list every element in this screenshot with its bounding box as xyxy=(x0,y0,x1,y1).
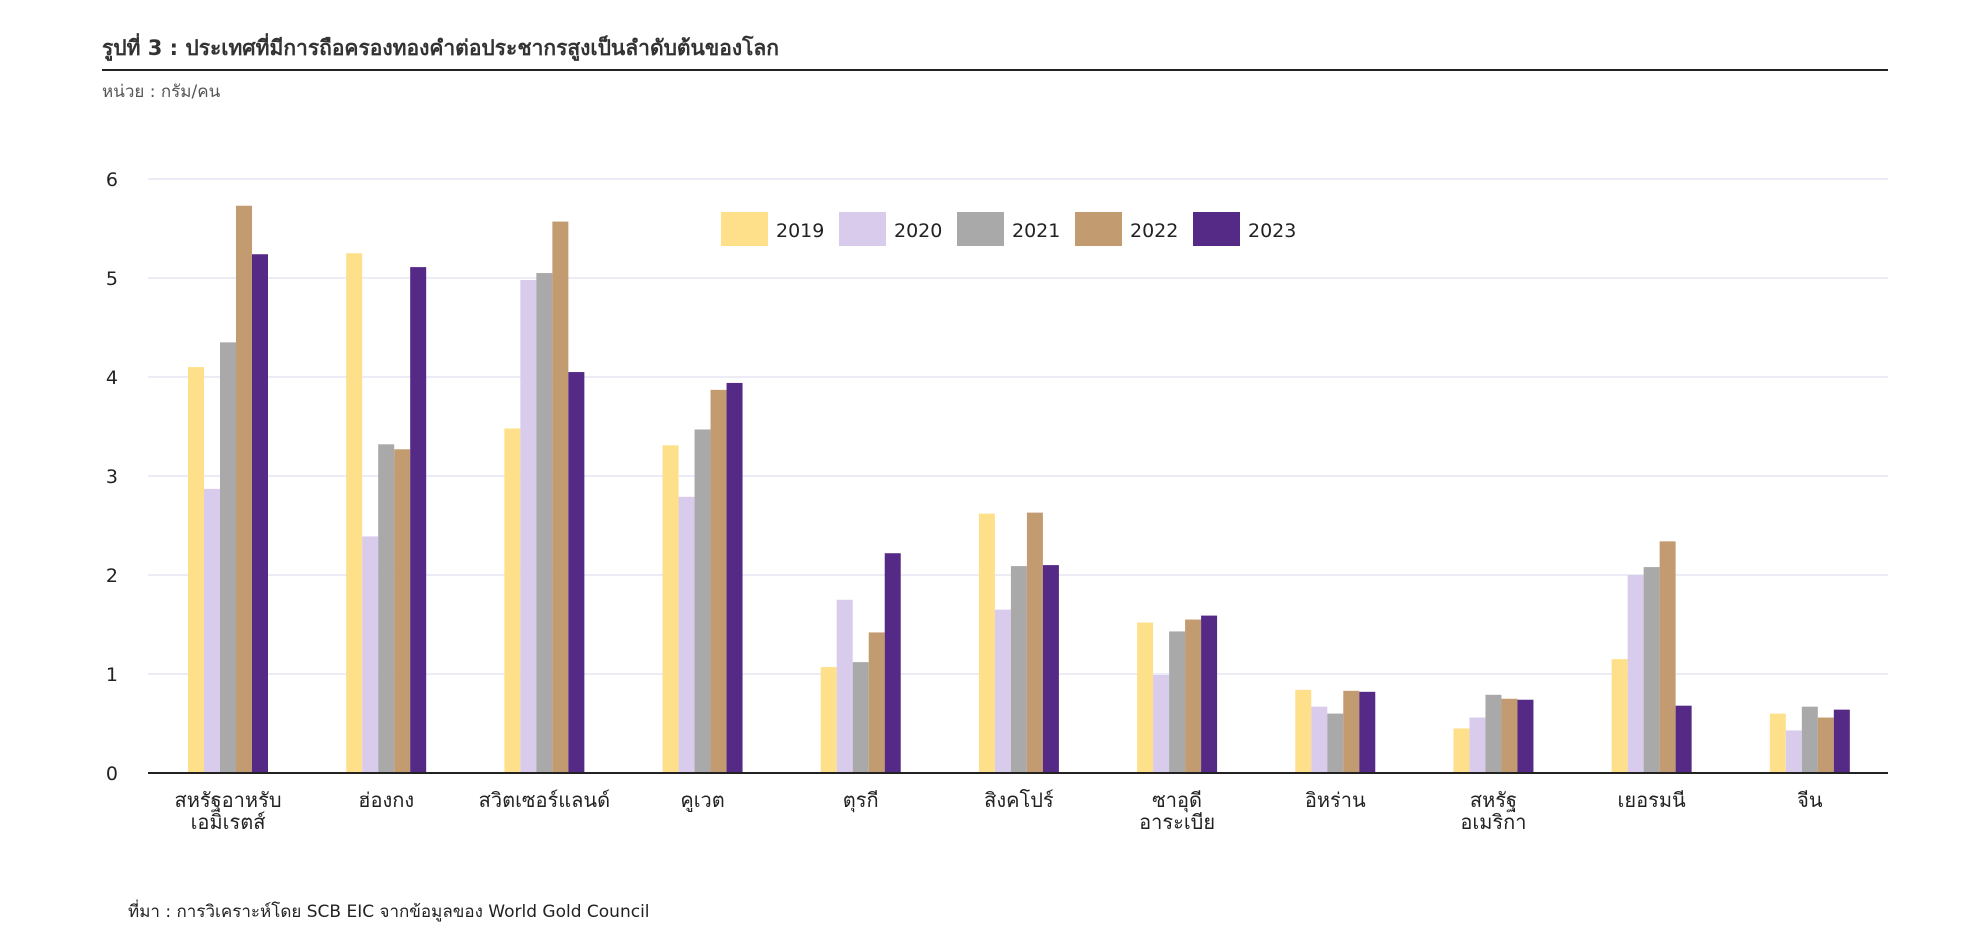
x-category-label: อเมริกา xyxy=(1460,810,1526,834)
unit-label: หน่วย : กรัม/คน xyxy=(102,82,221,102)
bar-2020-8 xyxy=(1469,717,1486,773)
bar-2020-1 xyxy=(362,536,379,773)
x-category-label: สวิตเซอร์แลนด์ xyxy=(479,788,610,812)
bar-2023-1 xyxy=(410,267,427,773)
legend-swatch-2019 xyxy=(721,212,768,246)
bar-2022-0 xyxy=(236,205,252,774)
y-tick-label: 5 xyxy=(106,268,118,290)
legend-swatch-2023 xyxy=(1193,212,1240,246)
bar-2020-6 xyxy=(1153,674,1170,773)
bar-2022-4 xyxy=(868,632,885,773)
x-category-label: ฮ่องกง xyxy=(358,788,414,812)
bar-2023-0 xyxy=(252,254,268,774)
y-axis-ticks: 0 1 2 3 4 5 6 xyxy=(106,169,118,785)
bar-2021-6 xyxy=(1169,631,1186,773)
x-category-label: อาระเบีย xyxy=(1139,810,1215,834)
x-category-label: สิงคโปร์ xyxy=(984,788,1054,812)
legend-swatch-2021 xyxy=(957,212,1004,246)
bar-2019-1 xyxy=(346,253,363,773)
x-category-label: คูเวต xyxy=(680,788,724,813)
y-tick-label: 2 xyxy=(106,565,118,587)
legend-label: 2020 xyxy=(894,220,942,242)
x-category-label: ตุรกี xyxy=(843,788,879,813)
legend-swatch-2020 xyxy=(839,212,886,246)
bar-2021-5 xyxy=(1010,566,1027,773)
bar-2019-5 xyxy=(978,513,995,773)
y-tick-label: 0 xyxy=(106,763,118,785)
bar-2023-7 xyxy=(1359,691,1376,773)
bar-2023-6 xyxy=(1201,615,1218,773)
y-tick-label: 1 xyxy=(106,664,118,686)
bar-2022-8 xyxy=(1501,698,1518,773)
x-category-label: จีน xyxy=(1797,788,1823,812)
bar-2022-9 xyxy=(1659,541,1676,773)
bar-2019-7 xyxy=(1295,689,1312,773)
bar-2023-9 xyxy=(1675,705,1692,773)
bar-2019-0 xyxy=(188,367,204,773)
source-note: ที่มา : การวิเคราะห์โดย SCB EIC จากข้อมู… xyxy=(128,902,650,922)
legend: 2019 2020 2021 2022 2023 xyxy=(721,212,1296,246)
title-divider xyxy=(102,69,1888,71)
bar-2022-2 xyxy=(552,221,569,773)
bar-2021-3 xyxy=(694,429,711,773)
bar-2019-10 xyxy=(1769,713,1786,773)
bar-2021-2 xyxy=(536,273,553,773)
chart-title: รูปที่ 3 : ประเทศที่มีการถือครองทองคำต่อ… xyxy=(102,36,779,60)
bar-2020-0 xyxy=(204,488,220,773)
bar-2019-8 xyxy=(1453,728,1470,773)
bar-2023-8 xyxy=(1517,699,1534,773)
bar-2022-5 xyxy=(1026,512,1043,773)
bar-2021-9 xyxy=(1643,567,1660,773)
x-category-label: เยอรมนี xyxy=(1618,788,1686,812)
y-tick-label: 4 xyxy=(106,367,118,389)
legend-label: 2022 xyxy=(1130,220,1178,242)
bar-2021-10 xyxy=(1801,706,1818,773)
bar-2019-2 xyxy=(504,428,521,773)
bar-2021-1 xyxy=(378,444,395,773)
bar-2023-5 xyxy=(1042,565,1059,773)
bar-2022-10 xyxy=(1817,717,1834,773)
bar-2022-1 xyxy=(394,449,411,773)
bar-2019-3 xyxy=(662,445,679,773)
bar-2023-2 xyxy=(568,372,585,773)
bar-2020-3 xyxy=(678,496,695,773)
bar-2023-4 xyxy=(884,553,901,773)
legend-label: 2023 xyxy=(1248,220,1296,242)
x-category-label: ซาอุดี xyxy=(1152,788,1202,813)
bar-2020-10 xyxy=(1785,730,1802,773)
y-tick-label: 6 xyxy=(106,169,118,191)
bar-2020-5 xyxy=(994,609,1011,773)
legend-label: 2019 xyxy=(776,220,824,242)
bar-2022-3 xyxy=(710,389,727,773)
x-category-label: สหรัฐอาหรับ xyxy=(174,788,281,812)
bar-2022-6 xyxy=(1185,619,1202,773)
bar-2019-4 xyxy=(820,667,837,773)
bar-2020-4 xyxy=(836,599,853,773)
bar-2021-4 xyxy=(852,662,869,773)
bars xyxy=(188,205,1850,774)
legend-swatch-2022 xyxy=(1075,212,1122,246)
bar-2020-9 xyxy=(1627,575,1644,773)
bar-2021-8 xyxy=(1485,694,1502,773)
bar-2022-7 xyxy=(1343,690,1360,773)
bar-2023-10 xyxy=(1833,709,1850,773)
bar-2021-7 xyxy=(1327,713,1344,773)
bar-2020-2 xyxy=(520,279,537,773)
x-category-label: สหรัฐ xyxy=(1470,788,1517,812)
bar-2020-7 xyxy=(1311,706,1328,773)
x-category-label: อิหร่าน xyxy=(1305,788,1366,812)
bar-2019-9 xyxy=(1611,659,1628,773)
y-tick-label: 3 xyxy=(106,466,118,488)
x-category-label: เอมิเรตส์ xyxy=(191,810,266,834)
legend-label: 2021 xyxy=(1012,220,1060,242)
bar-2021-0 xyxy=(220,342,236,773)
bar-2019-6 xyxy=(1137,622,1154,773)
bar-2023-3 xyxy=(726,382,743,773)
